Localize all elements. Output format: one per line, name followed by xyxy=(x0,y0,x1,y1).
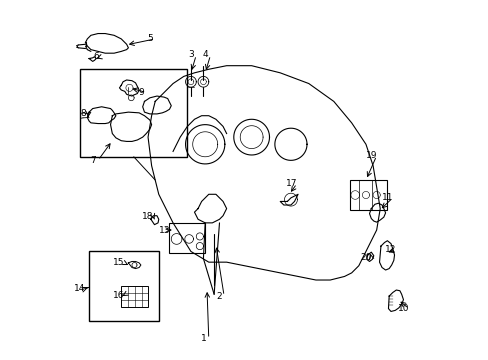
Text: 4: 4 xyxy=(202,50,207,59)
Text: 2: 2 xyxy=(216,292,221,301)
Text: 6: 6 xyxy=(93,52,99,61)
FancyBboxPatch shape xyxy=(121,286,148,307)
Text: 8: 8 xyxy=(80,109,86,118)
Text: 10: 10 xyxy=(397,304,408,313)
Text: 20: 20 xyxy=(360,253,371,262)
Text: 1: 1 xyxy=(200,334,206,343)
Text: 14: 14 xyxy=(74,284,85,293)
Text: 16: 16 xyxy=(113,291,124,300)
FancyBboxPatch shape xyxy=(89,251,159,321)
Text: 19: 19 xyxy=(365,151,376,160)
FancyBboxPatch shape xyxy=(349,180,386,210)
FancyBboxPatch shape xyxy=(80,69,187,157)
Text: 17: 17 xyxy=(285,179,297,188)
Text: 15: 15 xyxy=(113,258,124,267)
Text: 18: 18 xyxy=(142,212,154,221)
Text: 9: 9 xyxy=(138,88,143,97)
Text: 5: 5 xyxy=(147,35,152,44)
FancyBboxPatch shape xyxy=(169,223,205,253)
Text: 13: 13 xyxy=(159,225,171,234)
Text: 3: 3 xyxy=(188,50,193,59)
Text: 12: 12 xyxy=(384,245,395,254)
Text: 11: 11 xyxy=(381,193,392,202)
Text: 7: 7 xyxy=(90,156,95,165)
